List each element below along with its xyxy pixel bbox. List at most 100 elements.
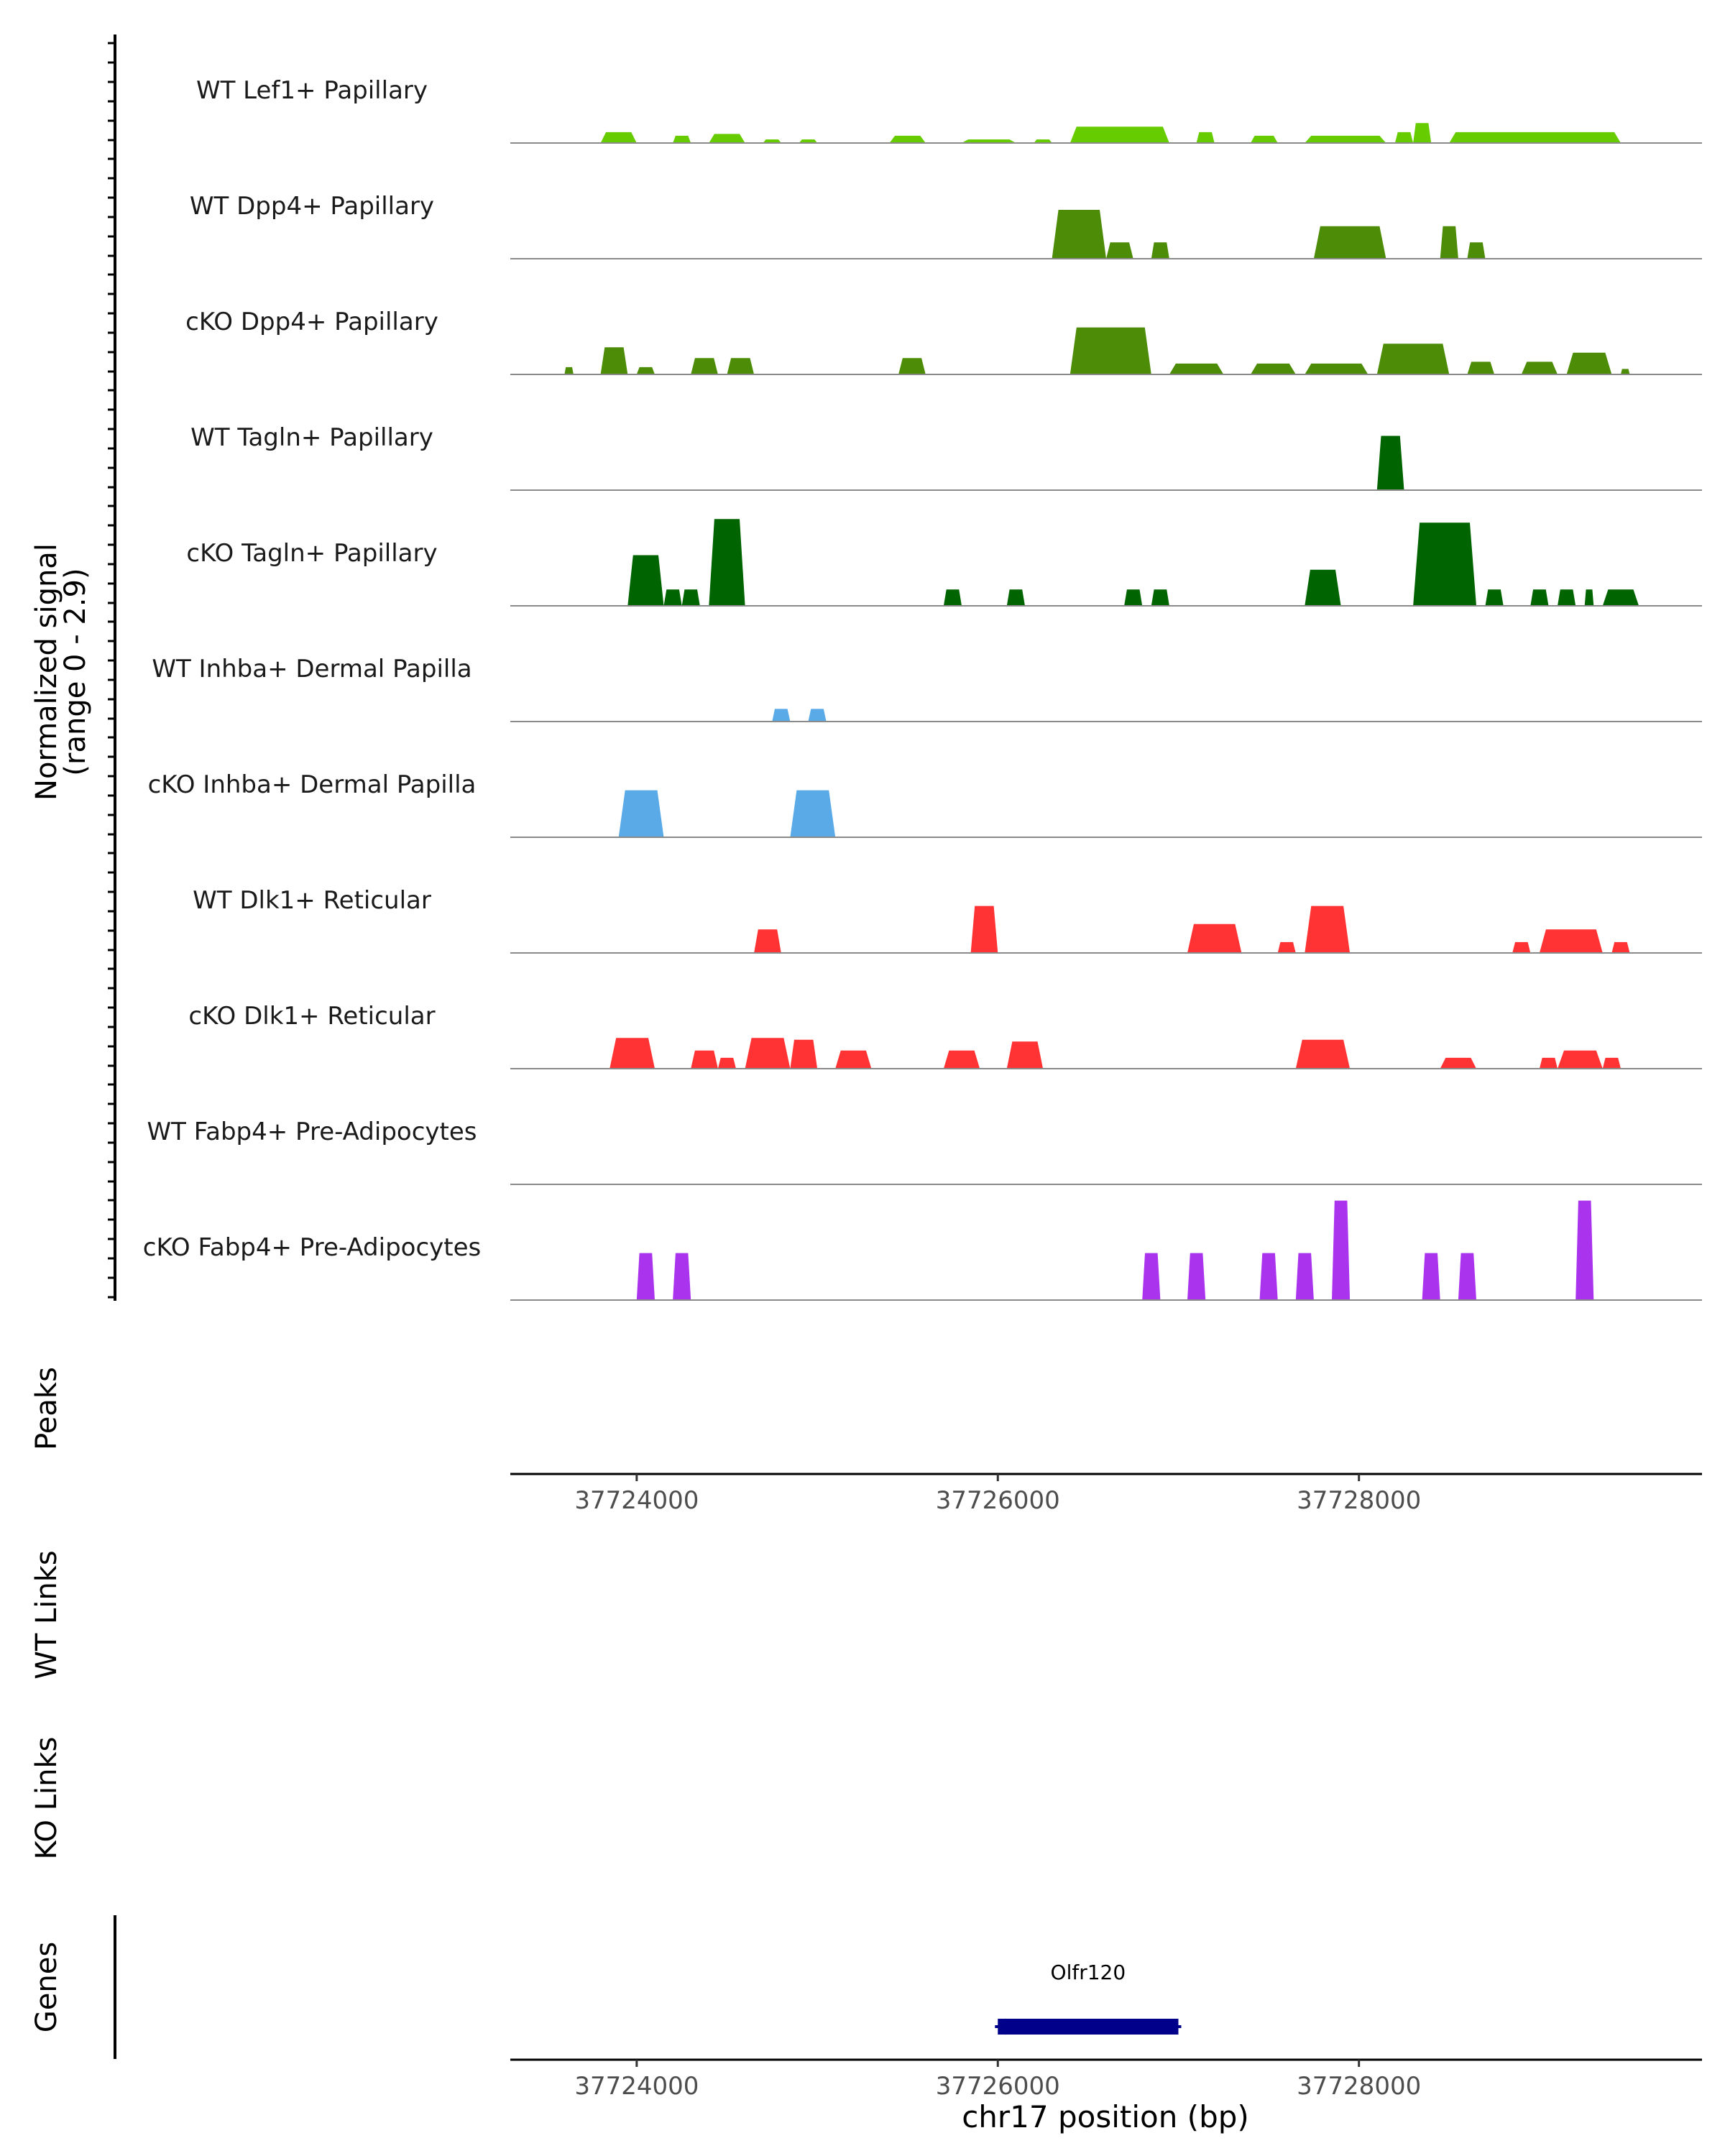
track-label: cKO Inhba+ Dermal Papilla <box>148 770 477 799</box>
coverage-peak <box>1187 1253 1206 1300</box>
peaks-track-label: Peaks <box>30 1367 63 1450</box>
coverage-peak <box>1251 363 1296 374</box>
coverage-peak <box>691 1050 718 1069</box>
coverage-peak <box>709 134 745 143</box>
coverage-peak <box>673 135 691 143</box>
coverage-peak <box>1187 923 1242 953</box>
coverage-peak <box>1332 1200 1351 1300</box>
coverage-track: WT Lef1+ Papillary <box>196 76 1702 144</box>
coverage-peak <box>618 790 664 837</box>
peaks-x-axis-ticks: 37724000 37726000 37728000 <box>574 1474 1421 1515</box>
coverage-peak <box>898 358 926 374</box>
coverage-peak <box>1305 906 1351 953</box>
coverage-peak <box>1539 1057 1558 1069</box>
coverage-peak <box>1584 589 1594 606</box>
coverage-peak <box>681 589 700 606</box>
coverage-peak <box>1295 1039 1351 1069</box>
coverage-peak <box>1006 1041 1044 1069</box>
coverage-peak <box>564 367 574 374</box>
coverage-peak <box>1602 589 1639 606</box>
coverage-peak <box>673 1253 691 1300</box>
coverage-peak <box>1413 123 1432 143</box>
coverage-track: cKO Dlk1+ Reticular <box>188 1002 1702 1069</box>
coverage-peak <box>808 709 827 722</box>
coverage-peak <box>1576 1200 1594 1300</box>
coverage-peak <box>1521 361 1558 374</box>
genes-x-axis-ticks: 37724000 37726000 37728000 <box>574 2060 1421 2101</box>
coverage-peak <box>835 1050 872 1069</box>
track-label: WT Dpp4+ Papillary <box>190 192 434 221</box>
coverage-track: WT Tagln+ Papillary <box>190 423 1702 491</box>
coverage-track: cKO Fabp4+ Pre-Adipocytes <box>143 1200 1702 1301</box>
coverage-peak <box>790 790 836 837</box>
coverage-peak <box>1539 929 1603 953</box>
track-label: WT Tagln+ Papillary <box>190 423 433 452</box>
coverage-peak <box>709 519 745 606</box>
coverage-peak <box>1251 135 1278 143</box>
peaks-x-tick-label: 37726000 <box>936 1486 1060 1515</box>
coverage-peak <box>772 709 791 722</box>
track-label: cKO Dpp4+ Papillary <box>185 308 438 336</box>
coverage-peak <box>1602 1057 1621 1069</box>
coverage-peak <box>1006 589 1025 606</box>
coverage-track: cKO Tagln+ Papillary <box>186 519 1702 607</box>
coverage-peak <box>1070 126 1169 143</box>
coverage-peak <box>1151 242 1169 259</box>
coverage-peak <box>1530 589 1549 606</box>
coverage-peak <box>600 132 637 143</box>
coverage-peak <box>754 929 781 953</box>
coverage-tracks: WT Lef1+ Papillary WT Dpp4+ Papillary cKO … <box>143 76 1702 1301</box>
coverage-peak <box>1313 226 1386 259</box>
coverage-peak <box>663 589 682 606</box>
coverage-peak <box>600 347 628 374</box>
coverage-peak <box>1169 363 1224 374</box>
coverage-peak <box>1259 1253 1278 1300</box>
genes-x-tick-label: 37724000 <box>574 2072 699 2101</box>
y-axis-label-line2: (range 0 - 2.9) <box>59 568 92 775</box>
x-axis-label: chr17 position (bp) <box>962 2099 1249 2134</box>
coverage-peak <box>889 135 926 143</box>
coverage-peak <box>799 139 818 143</box>
coverage-track: WT Dpp4+ Papillary <box>190 192 1702 259</box>
coverage-peak <box>790 1039 818 1069</box>
coverage-peak <box>1512 941 1531 953</box>
coverage-peak <box>1052 210 1106 259</box>
coverage-peak <box>1142 1253 1161 1300</box>
coverage-peak <box>943 1050 980 1069</box>
coverage-track: cKO Dpp4+ Papillary <box>185 308 1702 375</box>
coverage-peak <box>727 358 755 374</box>
track-label: cKO Tagln+ Papillary <box>186 539 437 568</box>
genes-x-tick-label: 37726000 <box>936 2072 1060 2101</box>
coverage-peak <box>1485 589 1504 606</box>
coverage-peak <box>1376 344 1450 374</box>
coverage-peak <box>1558 589 1576 606</box>
track-label: WT Dlk1+ Reticular <box>193 886 431 915</box>
coverage-peak <box>1106 242 1133 259</box>
coverage-track: WT Dlk1+ Reticular <box>193 886 1702 954</box>
gene-name-label: Olfr120 <box>1051 1961 1126 1984</box>
gene-annotations: Olfr120 <box>995 1961 1182 2035</box>
coverage-peak <box>636 367 655 374</box>
coverage-peak <box>1440 1057 1476 1069</box>
coverage-peak <box>1034 139 1052 143</box>
coverage-peak <box>1070 327 1151 374</box>
coverage-peak <box>1449 132 1621 143</box>
coverage-peak <box>1305 135 1386 143</box>
coverage-peak <box>691 358 718 374</box>
coverage-peak <box>1124 589 1143 606</box>
track-label: cKO Fabp4+ Pre-Adipocytes <box>143 1233 482 1262</box>
coverage-track: WT Fabp4+ Pre-Adipocytes <box>147 1118 1702 1185</box>
peaks-x-tick-label: 37728000 <box>1297 1486 1421 1515</box>
coverage-peak <box>1295 1253 1314 1300</box>
track-label: WT Fabp4+ Pre-Adipocytes <box>147 1118 477 1146</box>
coverage-peak <box>970 906 998 953</box>
coverage-peak <box>636 1253 655 1300</box>
coverage-peak <box>1467 361 1495 374</box>
coverage-peak <box>1422 1253 1440 1300</box>
track-label: WT Inhba+ Dermal Papilla <box>152 655 472 683</box>
coverage-track: WT Inhba+ Dermal Papilla <box>152 655 1702 722</box>
coverage-peak <box>1376 436 1404 490</box>
coverage-peak <box>763 139 781 143</box>
genes-x-tick-label: 37728000 <box>1297 2072 1421 2101</box>
peaks-x-tick-label: 37724000 <box>574 1486 699 1515</box>
